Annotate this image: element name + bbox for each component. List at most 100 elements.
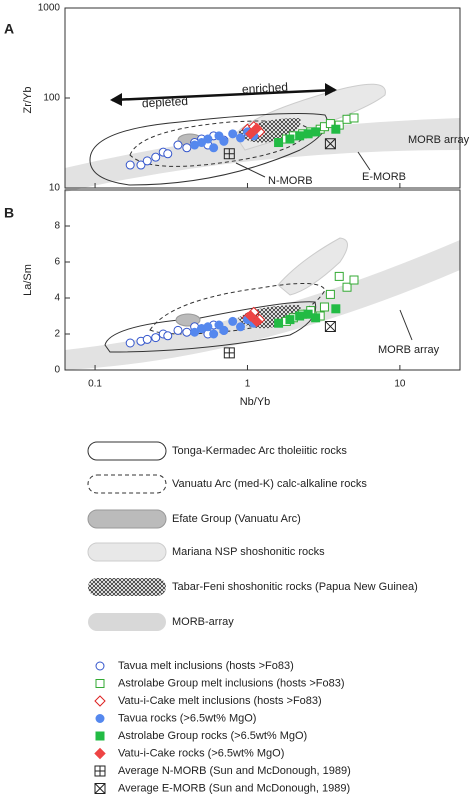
legend-label: Tonga-Kermadec Arc tholeiitic rocks: [172, 445, 347, 457]
point: [342, 282, 352, 292]
point: [311, 127, 321, 137]
point: [244, 128, 257, 140]
legend-label: Vatu-i-Cake rocks (>6.5wt% MgO): [118, 747, 284, 759]
legend-label: Tavua rocks (>6.5wt% MgO): [118, 712, 256, 724]
y-tick-label: 100: [43, 93, 60, 104]
point: [311, 313, 321, 323]
annotation: enriched: [242, 80, 289, 96]
point: [190, 327, 200, 337]
legend-marker: [95, 731, 105, 741]
legend-marker: [94, 765, 106, 777]
point: [303, 129, 313, 139]
point: [295, 131, 305, 141]
legend-label: MORB-array: [172, 616, 234, 628]
point: [151, 333, 161, 343]
point: [203, 134, 213, 144]
point: [219, 325, 229, 335]
field-legend-shapes: [87, 441, 167, 631]
point: [209, 329, 219, 339]
legend-label: Vanuatu Arc (med-K) calc-alkaline rocks: [172, 478, 367, 490]
point: [223, 148, 235, 160]
x-tick-label: 10: [394, 379, 406, 390]
x-axis-label: Nb/Yb: [240, 396, 271, 408]
point: [349, 113, 359, 123]
point: [163, 331, 173, 341]
point: [228, 129, 238, 139]
point: [223, 347, 235, 359]
y-axis-label: La/Sm: [22, 264, 34, 296]
point: [182, 143, 192, 153]
point: [274, 318, 284, 328]
direction-arrow: [110, 83, 337, 106]
legend-marker: [94, 783, 106, 794]
point: [285, 134, 295, 144]
legend-label: Efate Group (Vanuatu Arc): [172, 513, 301, 525]
point: [125, 338, 135, 348]
vanuatu-field: [149, 282, 326, 335]
point: [251, 122, 263, 135]
point: [142, 334, 152, 344]
point: [235, 322, 245, 332]
point: [324, 320, 336, 332]
x-tick-label: 1: [245, 379, 251, 390]
point: [285, 315, 295, 325]
panel-label: A: [4, 21, 14, 37]
legend-label: Tabar-Feni shoshonitic rocks (Papua New …: [172, 581, 418, 593]
panel-b-frame: [64, 189, 461, 371]
point: [325, 289, 335, 299]
point: [334, 271, 344, 281]
point: [295, 311, 305, 321]
leader-line: [235, 151, 413, 341]
point: [331, 124, 341, 134]
legend-label: Tavua melt inclusions (hosts >Fo83): [118, 660, 294, 672]
point: [151, 152, 161, 162]
y-tick-label: 6: [54, 257, 60, 268]
y-tick-label: 4: [54, 293, 60, 304]
annotation: depleted: [142, 94, 189, 110]
legend-label: Mariana NSP shoshonitic rocks: [172, 546, 325, 558]
legend-label: Astrolabe Group rocks (>6.5wt% MgO): [118, 730, 307, 742]
point: [349, 275, 359, 285]
annotation: E-MORB: [362, 171, 406, 183]
legend-marker: [95, 679, 105, 688]
legend-marker: [95, 714, 105, 723]
fields: [65, 83, 460, 370]
point: [228, 316, 238, 326]
annotation: N-MORB: [268, 175, 313, 187]
y-tick-label: 2: [54, 329, 60, 340]
x-tick-label: 0.1: [88, 379, 102, 390]
legend-label: Average E-MORB (Sun and McDonough, 1989): [118, 782, 350, 794]
point: [182, 327, 192, 337]
point: [331, 304, 341, 314]
point: [136, 160, 146, 170]
point: [251, 315, 263, 328]
point: [125, 160, 135, 170]
point: [324, 138, 336, 150]
legend-label: Vatu-i-Cake melt inclusions (hosts >Fo83…: [118, 695, 322, 707]
legend-label: Astrolabe Group melt inclusions (hosts >…: [118, 677, 345, 689]
point: [303, 309, 313, 319]
y-axis-label: Zr/Yb: [22, 87, 34, 114]
point: [173, 140, 183, 150]
point: [173, 325, 183, 335]
point: [244, 310, 257, 322]
panel-label: B: [4, 205, 14, 221]
y-tick-label: 0: [54, 365, 60, 376]
point: [203, 322, 213, 332]
point: [274, 138, 284, 148]
mariana-field: [277, 237, 348, 296]
y-tick-label: 1000: [38, 3, 61, 14]
point: [214, 131, 224, 141]
point: [235, 133, 245, 143]
point: [163, 149, 173, 159]
annotation: MORB array: [408, 134, 470, 146]
legend-marker: [94, 695, 106, 707]
legend-marker: [94, 747, 106, 760]
point: [209, 143, 219, 153]
point: [319, 302, 329, 312]
point: [325, 119, 335, 129]
y-tick-label: 10: [49, 183, 61, 194]
y-tick-label: 8: [54, 221, 60, 232]
legend-label: Average N-MORB (Sun and McDonough, 1989): [118, 765, 351, 777]
point: [219, 136, 229, 146]
